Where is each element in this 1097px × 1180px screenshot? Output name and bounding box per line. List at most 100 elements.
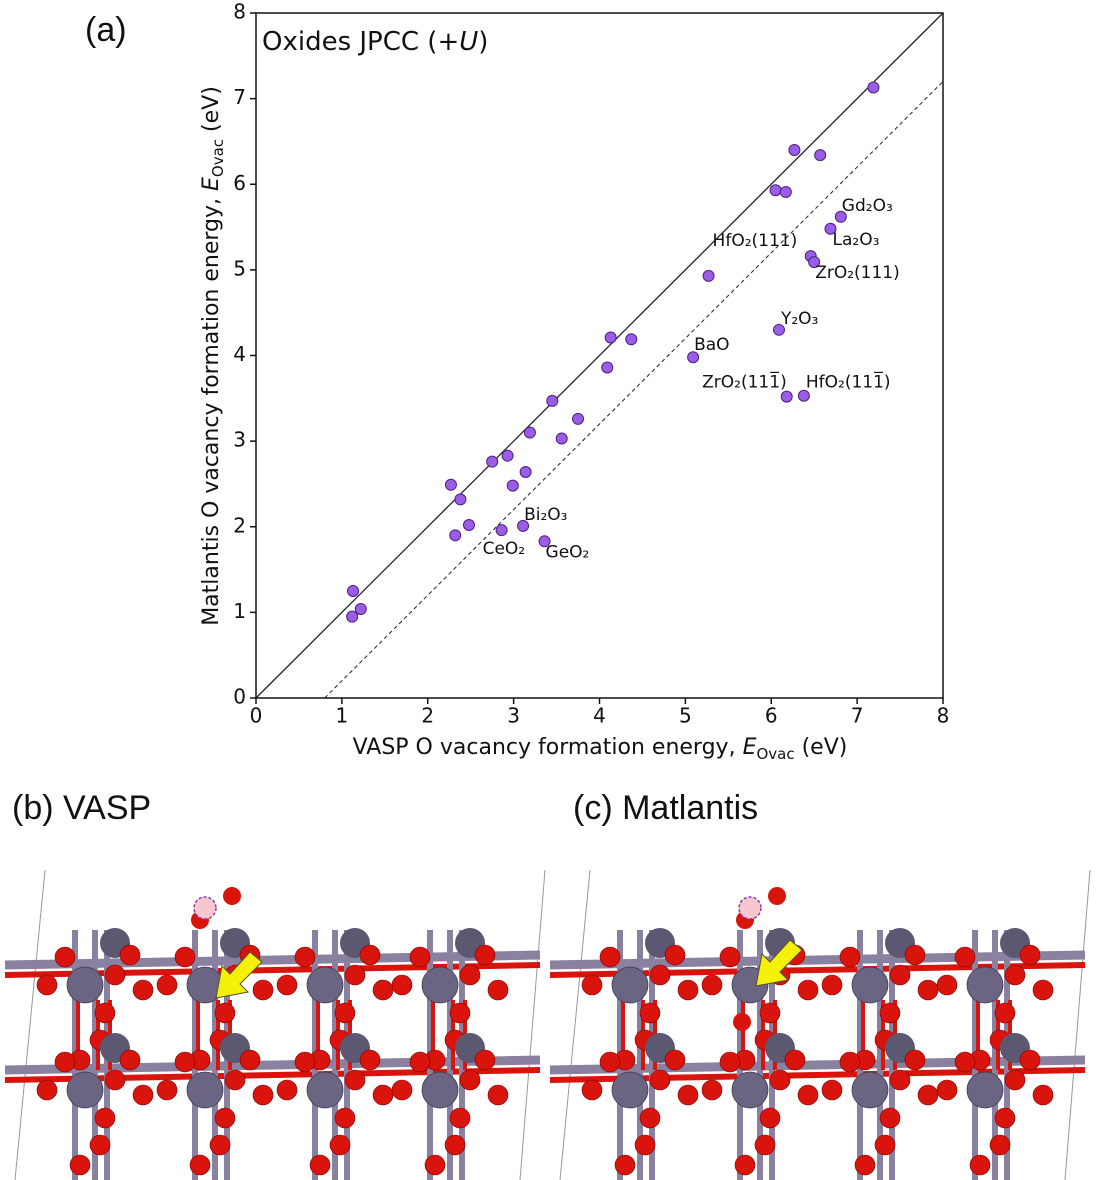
atom-o [253, 1085, 273, 1105]
atom-o [995, 1003, 1015, 1023]
atom-zr [732, 1072, 768, 1108]
atom-o [215, 1108, 235, 1128]
atom-o [460, 1070, 480, 1090]
atom-o [373, 1085, 393, 1105]
atom-o [760, 1108, 780, 1128]
figure: (a) Oxides JPCC (+U) VASP O vacancy form… [0, 0, 1097, 1180]
atom-o [223, 887, 241, 905]
point [507, 480, 518, 491]
point [450, 530, 461, 541]
atom-o [277, 1080, 297, 1100]
atom-o [768, 887, 786, 905]
atom-o [880, 1003, 900, 1023]
point [463, 520, 474, 531]
atom-o [702, 1080, 722, 1100]
atom-o [105, 965, 125, 985]
y-label-sub: Ovac [209, 139, 227, 177]
atom-o [295, 1052, 315, 1072]
cell-edge [560, 870, 590, 1180]
atom-o [822, 1080, 842, 1100]
y-tick-label: 1 [233, 599, 246, 623]
title-italic: U [459, 27, 478, 57]
point [626, 334, 637, 345]
atom-zr [187, 1072, 223, 1108]
x-label-unit: (eV) [795, 735, 848, 760]
cell-edge [1065, 870, 1090, 1180]
point [547, 395, 558, 406]
point-label: ZrO₂(111̅) [702, 371, 787, 393]
atom-o [890, 965, 910, 985]
atom-o [918, 980, 938, 1000]
cell-edge [15, 870, 45, 1180]
atom-o [392, 1080, 412, 1100]
atom-o [1020, 945, 1040, 965]
x-tick-label: 3 [507, 704, 520, 728]
atom-zr [307, 967, 343, 1003]
atom-o [665, 945, 685, 965]
y-tick-label: 7 [233, 85, 246, 109]
atom-o [650, 965, 670, 985]
atom-o [822, 975, 842, 995]
atom-o [890, 1070, 910, 1090]
atom-o [410, 1052, 430, 1072]
reference-line [256, 13, 943, 698]
atom-zr [422, 967, 458, 1003]
y-tick-label: 2 [233, 513, 246, 537]
atom-o [37, 975, 57, 995]
atom-o [105, 1070, 125, 1090]
atom-o [770, 1070, 790, 1090]
atom-o [840, 1052, 860, 1072]
atom-o [1033, 980, 1053, 1000]
atom-o [360, 1050, 380, 1070]
y-tick-label: 8 [233, 0, 246, 24]
atom-o [475, 945, 495, 965]
atom-o [225, 1070, 245, 1090]
atom-o [410, 947, 430, 967]
atom-zr [967, 967, 1003, 1003]
panel-label: (b) VASP [12, 789, 151, 827]
x-tick-label: 4 [593, 704, 606, 728]
atom-o [310, 1155, 330, 1175]
atom-zr [67, 967, 103, 1003]
atom-o [733, 1013, 751, 1031]
atom-o [1020, 1050, 1040, 1070]
y-tick-label: 3 [233, 428, 246, 452]
atom-o [840, 947, 860, 967]
atom-o [640, 1108, 660, 1128]
atom-o [133, 1085, 153, 1105]
point-label: BaO [694, 335, 729, 355]
atom-o [798, 1085, 818, 1105]
y-axis-label: Matlantis O vacancy formation energy, EO… [199, 86, 227, 626]
atom-o [720, 947, 740, 967]
atom-o [905, 1050, 925, 1070]
atom-o [460, 965, 480, 985]
point [573, 413, 584, 424]
point [556, 433, 567, 444]
atom-o [335, 1108, 355, 1128]
atom-o [335, 1003, 355, 1023]
atom-o [133, 980, 153, 1000]
atom-o [678, 980, 698, 1000]
point [815, 150, 826, 161]
x-tick-label: 8 [937, 704, 950, 728]
structure-image [550, 870, 1090, 1180]
atom-o [855, 1155, 875, 1175]
point [602, 362, 613, 373]
point [780, 186, 791, 197]
point [455, 494, 466, 505]
point-label: La₂O₃ [833, 230, 880, 250]
atom-o [175, 947, 195, 967]
y-label-unit: (eV) [199, 86, 224, 139]
y-tick-label: 0 [233, 685, 246, 709]
x-axis-label: VASP O vacancy formation energy, EOvac (… [353, 735, 848, 763]
point-label: ZrO₂(111) [815, 263, 900, 283]
atom-o [488, 1085, 508, 1105]
atom-o [277, 975, 297, 995]
point [703, 270, 714, 281]
atom-o [600, 947, 620, 967]
atom-o [253, 980, 273, 1000]
title-text: Oxides JPCC (+ [262, 27, 459, 57]
x-tick-label: 1 [336, 704, 349, 728]
point [355, 603, 366, 614]
x-tick-label: 2 [421, 704, 434, 728]
